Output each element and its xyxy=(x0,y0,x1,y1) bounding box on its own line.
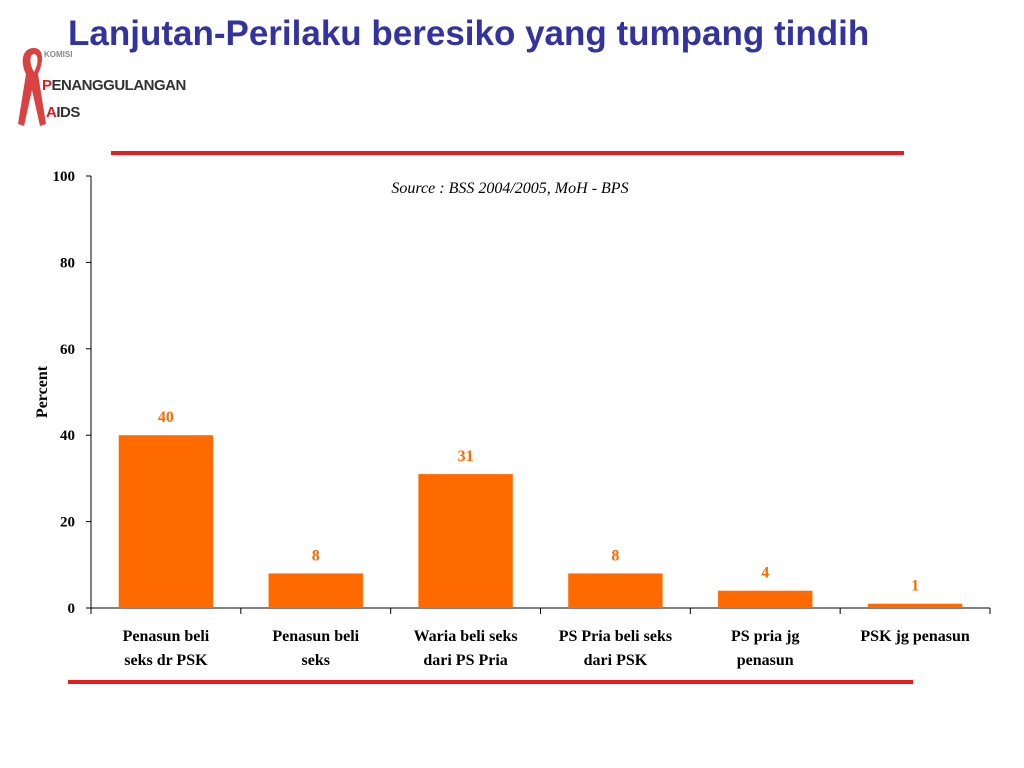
data-label: 8 xyxy=(611,547,619,564)
x-category-label: dari PS Pria xyxy=(423,652,507,669)
red-ribbon-icon xyxy=(18,48,46,126)
top-divider xyxy=(111,151,904,155)
page-title: Lanjutan-Perilaku beresiko yang tumpang … xyxy=(68,14,870,53)
x-category-label: seks dr PSK xyxy=(124,652,208,669)
bar xyxy=(867,603,963,608)
y-tick-label: 0 xyxy=(68,601,76,617)
logo: KOMISI PENANGGULANGAN AIDS xyxy=(14,44,186,134)
x-category-label: PS pria jg xyxy=(731,628,799,645)
y-tick-label: 60 xyxy=(60,342,75,358)
logo-line-1: PENANGGULANGAN xyxy=(42,77,186,94)
x-category-label: dari PSK xyxy=(584,652,648,669)
logo-line-1-rest: ENANGGULANGAN xyxy=(51,77,187,94)
logo-small-text: KOMISI xyxy=(44,50,73,59)
bar xyxy=(568,573,663,608)
x-category-label: Penasun beli xyxy=(272,628,359,645)
bar xyxy=(118,435,214,608)
data-label: 40 xyxy=(158,409,174,426)
x-category-label: PSK jg penasun xyxy=(860,628,969,645)
bar xyxy=(418,474,513,608)
data-label: 8 xyxy=(312,547,320,564)
logo-line-2: AIDS xyxy=(46,104,80,121)
data-label: 31 xyxy=(458,448,474,465)
y-tick-label: 40 xyxy=(60,428,75,444)
x-category-label: Waria beli seks xyxy=(414,628,518,645)
y-tick-label: 80 xyxy=(60,255,75,271)
chart-source-note: Source : BSS 2004/2005, MoH - BPS xyxy=(391,180,628,197)
y-axis-label: Percent xyxy=(34,365,51,418)
bottom-divider xyxy=(68,680,913,684)
y-tick-label: 20 xyxy=(60,515,75,531)
y-tick-label: 100 xyxy=(53,169,76,185)
x-category-label: seks xyxy=(302,652,330,669)
data-label: 1 xyxy=(911,578,919,595)
logo-line-2-rest: IDS xyxy=(56,104,80,121)
x-category-label: Penasun beli xyxy=(123,628,210,645)
bar xyxy=(718,590,813,608)
bar xyxy=(268,573,363,608)
logo-line-1-initial: P xyxy=(42,77,52,94)
x-category-label: PS Pria beli seks xyxy=(559,628,672,645)
logo-line-2-initial: A xyxy=(46,104,57,121)
data-label: 4 xyxy=(761,565,769,582)
x-category-label: penasun xyxy=(737,652,794,669)
